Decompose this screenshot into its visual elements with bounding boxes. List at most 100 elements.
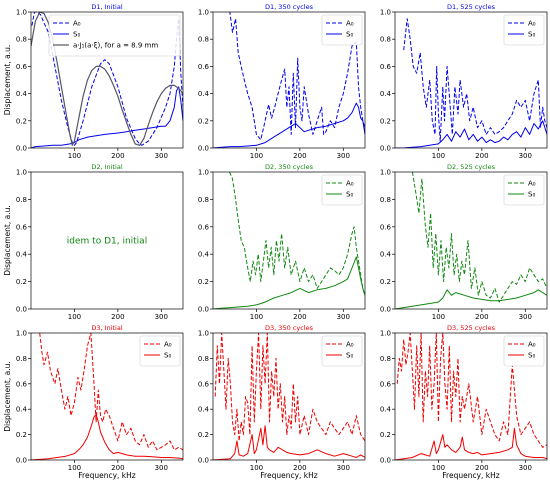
- y-tick-label: 0.0: [16, 457, 27, 465]
- panel-title: D1, 525 cycles: [447, 3, 496, 11]
- series-group: [31, 12, 183, 148]
- x-tick-label: 100: [250, 313, 263, 321]
- x-tick-label: 200: [111, 313, 124, 321]
- x-axis-label: Frequency, kHz: [260, 471, 317, 480]
- series-line-solid: [213, 102, 365, 148]
- x-tick-label: 300: [519, 152, 532, 160]
- x-tick-label: 200: [475, 152, 488, 160]
- axes-frame: [212, 171, 366, 310]
- series-line-bessel: [31, 12, 183, 146]
- series-line-dashed: [396, 333, 547, 448]
- legend: A₀ S₀: [503, 14, 545, 46]
- series-line-dashed: [39, 333, 183, 451]
- x-tick-label: 200: [475, 464, 488, 472]
- y-tick-label: 0.8: [16, 355, 27, 363]
- legend-box: [503, 174, 545, 206]
- y-tick-label: 0.2: [198, 431, 209, 439]
- series-line-dashed: [214, 333, 365, 442]
- y-tick-label: 0.0: [198, 145, 209, 153]
- series-line-solid: [395, 427, 547, 460]
- y-tick-label: 0.0: [380, 145, 391, 153]
- y-tick-label: 1.0: [16, 9, 27, 17]
- y-tick-label: 0.4: [380, 251, 392, 259]
- x-tick-label: 300: [155, 152, 168, 160]
- y-tick-label: 0.8: [380, 196, 391, 204]
- legend-entry-label: S₀: [164, 352, 171, 360]
- legend-entry-label: A₀: [528, 341, 536, 349]
- y-tick-label: 0.8: [198, 196, 209, 204]
- series-line-solid: [213, 256, 365, 309]
- legend: A₀ S₀: [503, 174, 545, 206]
- series-line-dashed: [403, 18, 547, 142]
- y-tick-label: 0.2: [380, 431, 391, 439]
- y-tick-label: 0.4: [198, 406, 210, 414]
- legend: A₀ S₀ a·J₁(a·ξ), for a = 8.9 mm: [48, 14, 181, 57]
- x-tick-label: 300: [337, 464, 350, 472]
- series-line-dashed: [226, 12, 365, 141]
- y-tick-label: 1.0: [198, 330, 209, 338]
- legend-entry-label: A₀: [346, 180, 354, 188]
- panel-title: D3, 525 cycles: [447, 324, 496, 332]
- y-tick-label: 0.4: [198, 251, 210, 259]
- series-line-solid: [31, 86, 183, 148]
- legend-box: [503, 335, 545, 367]
- y-tick-label: 0.0: [198, 457, 209, 465]
- x-tick-label: 100: [68, 313, 81, 321]
- legend-entry-label: S₀: [346, 352, 353, 360]
- x-tick-label: 100: [432, 152, 445, 160]
- axes-frame: [212, 11, 366, 149]
- y-tick-label: 1.0: [198, 9, 209, 17]
- series-group: [213, 12, 365, 148]
- series-line-solid: [395, 289, 547, 309]
- x-tick-label: 100: [432, 313, 445, 321]
- axes-layer: D1, Initial 100 200 300 0.0 0.2 0.4 0.6 0.8 1.0 Di…: [3, 3, 548, 480]
- x-tick-label: 200: [111, 464, 124, 472]
- y-tick-label: 1.0: [198, 169, 209, 177]
- legend-entry-label: S₀: [528, 352, 535, 360]
- y-tick-label: 0.8: [198, 36, 209, 44]
- y-tick-label: 0.2: [198, 278, 209, 286]
- series-group: [395, 333, 547, 460]
- series-line-solid: [395, 120, 547, 148]
- legend-box: [139, 335, 181, 367]
- y-tick-label: 0.0: [16, 145, 27, 153]
- y-tick-label: 0.4: [198, 90, 210, 98]
- axes-frame: [394, 11, 548, 149]
- panel-title: D1, Initial: [91, 3, 122, 11]
- y-tick-label: 0.2: [16, 278, 27, 286]
- panel-6: D2, 525 cycles 100 200 300 0.0 0.2 0.4 0.6 0.8 1.…: [380, 163, 548, 321]
- axes-frame: [30, 332, 184, 461]
- axes-frame: [394, 332, 548, 461]
- x-axis-label: Frequency, kHz: [442, 471, 499, 480]
- legend-box: [321, 174, 363, 206]
- legend-box: [321, 335, 363, 367]
- x-tick-label: 300: [337, 313, 350, 321]
- series-group: [395, 18, 547, 148]
- legend-entry-label: A₀: [528, 20, 536, 28]
- series-line-dashed: [411, 172, 547, 303]
- y-tick-label: 0.6: [16, 380, 28, 388]
- y-tick-label: 0.8: [16, 36, 27, 44]
- y-tick-label: 0.4: [16, 251, 28, 259]
- panel-2: D1, 350 cycles 100 200 300 0.0 0.2 0.4 0.6 0.8 1.…: [198, 3, 366, 160]
- x-tick-label: 100: [250, 464, 263, 472]
- y-tick-label: 0.4: [16, 406, 28, 414]
- panel-8: D3, 350 cycles 100 200 300 0.0 0.2 0.4 0.6 0.8 1.…: [198, 324, 366, 480]
- panel-title: D2, 350 cycles: [265, 163, 314, 171]
- y-tick-label: 0.6: [380, 63, 392, 71]
- legend-entry-label: A₀: [528, 180, 536, 188]
- legend-entry-label: a·J₁(a·ξ), for a = 8.9 mm: [73, 42, 158, 50]
- y-tick-label: 1.0: [380, 330, 391, 338]
- y-tick-label: 0.2: [380, 117, 391, 125]
- y-tick-label: 0.2: [198, 117, 209, 125]
- legend-entry-label: S₀: [346, 191, 353, 199]
- y-axis-label: Displacement, a.u.: [3, 205, 12, 275]
- y-tick-label: 0.0: [380, 457, 391, 465]
- x-tick-label: 100: [250, 152, 263, 160]
- axes-frame: [212, 332, 366, 461]
- y-tick-label: 0.8: [380, 36, 391, 44]
- axes-frame: [30, 171, 184, 310]
- panel-title: D3, Initial: [91, 324, 122, 332]
- legend-entry-label: A₀: [73, 20, 81, 28]
- y-tick-label: 0.0: [198, 306, 209, 314]
